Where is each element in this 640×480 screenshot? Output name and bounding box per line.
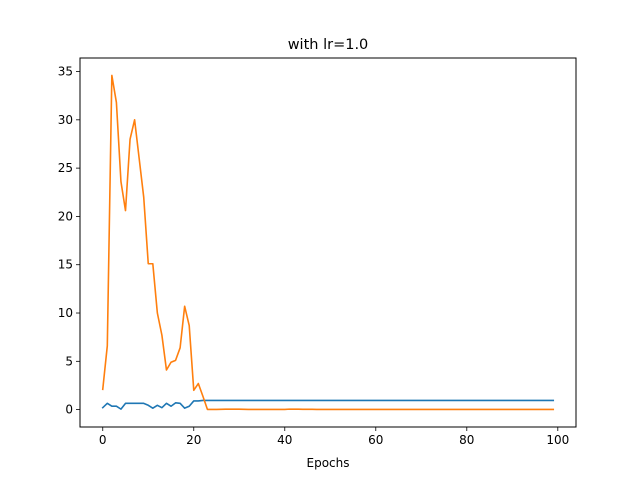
x-tick-label: 0 xyxy=(99,433,107,447)
series-line-2 xyxy=(101,74,555,411)
x-tick-label: 40 xyxy=(277,433,292,447)
y-tick-label: 35 xyxy=(58,65,73,79)
y-axis: 0 5 10 15 20 25 30 35 xyxy=(58,65,80,417)
series-line-1 xyxy=(101,399,555,410)
chart-title: with lr=1.0 xyxy=(288,37,369,53)
series-layer xyxy=(101,74,555,411)
axes-frame xyxy=(79,57,577,428)
y-tick-label: 10 xyxy=(58,306,73,320)
y-tick-label: 0 xyxy=(65,403,73,417)
x-axis-label: Epochs xyxy=(307,456,350,470)
x-tick-label: 20 xyxy=(186,433,201,447)
y-tick-label: 25 xyxy=(58,161,73,175)
x-tick-label: 60 xyxy=(368,433,383,447)
y-tick-label: 30 xyxy=(58,113,73,127)
x-tick-label: 100 xyxy=(546,433,569,447)
x-axis: 0 20 40 60 80 100 xyxy=(99,427,569,447)
y-tick-label: 20 xyxy=(58,209,73,223)
y-tick-label: 5 xyxy=(65,354,73,368)
x-tick-label: 80 xyxy=(459,433,474,447)
y-tick-label: 15 xyxy=(58,258,73,272)
